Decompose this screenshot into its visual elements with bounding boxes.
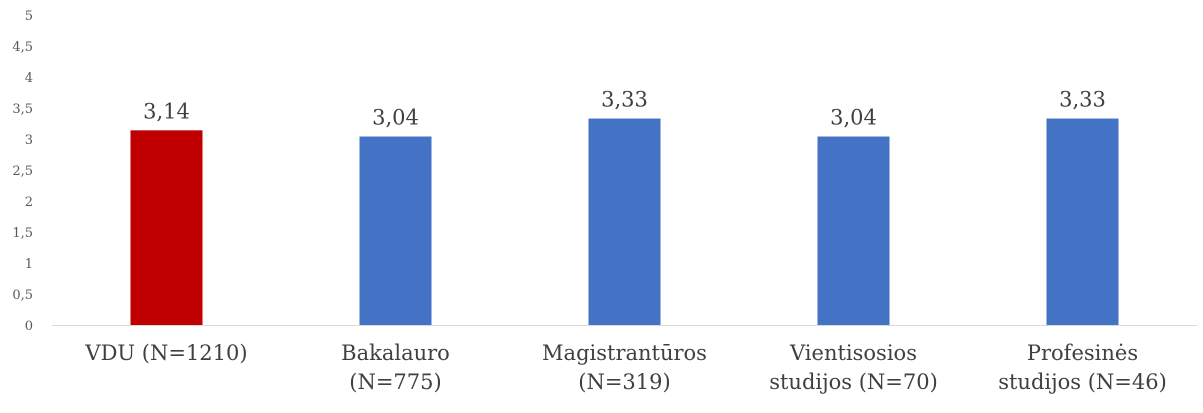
y-tick-label: 0 bbox=[25, 319, 33, 334]
x-tick-label: Vientisosios studijos (N=70) bbox=[769, 341, 938, 394]
y-tick-label: 5 bbox=[25, 9, 33, 24]
data-label: 3,04 bbox=[830, 106, 877, 130]
bar bbox=[817, 136, 890, 325]
bar bbox=[130, 130, 203, 325]
y-tick-label: 3 bbox=[25, 133, 33, 148]
y-tick-label: 1 bbox=[25, 257, 33, 272]
x-tick-label: Magistrantūros (N=319) bbox=[542, 341, 707, 394]
bar bbox=[359, 136, 432, 325]
data-label: 3,04 bbox=[372, 106, 419, 130]
y-tick-label: 2,5 bbox=[12, 164, 33, 179]
y-tick-label: 1,5 bbox=[12, 226, 33, 241]
data-label: 3,14 bbox=[143, 99, 190, 123]
y-tick-label: 4,5 bbox=[12, 40, 33, 55]
bar bbox=[588, 118, 661, 325]
y-tick-label: 2 bbox=[25, 195, 33, 210]
x-tick-label: Profesinės studijos (N=46) bbox=[998, 341, 1167, 394]
bar bbox=[1046, 118, 1119, 325]
y-tick-label: 3,5 bbox=[12, 102, 33, 117]
x-tick-label: VDU (N=1210) bbox=[84, 341, 247, 365]
data-label: 3,33 bbox=[1059, 88, 1106, 112]
data-label: 3,33 bbox=[601, 88, 648, 112]
x-tick-label: Bakalauro (N=775) bbox=[341, 341, 450, 394]
y-tick-label: 0,5 bbox=[12, 288, 33, 303]
y-tick-label: 4 bbox=[25, 71, 33, 86]
